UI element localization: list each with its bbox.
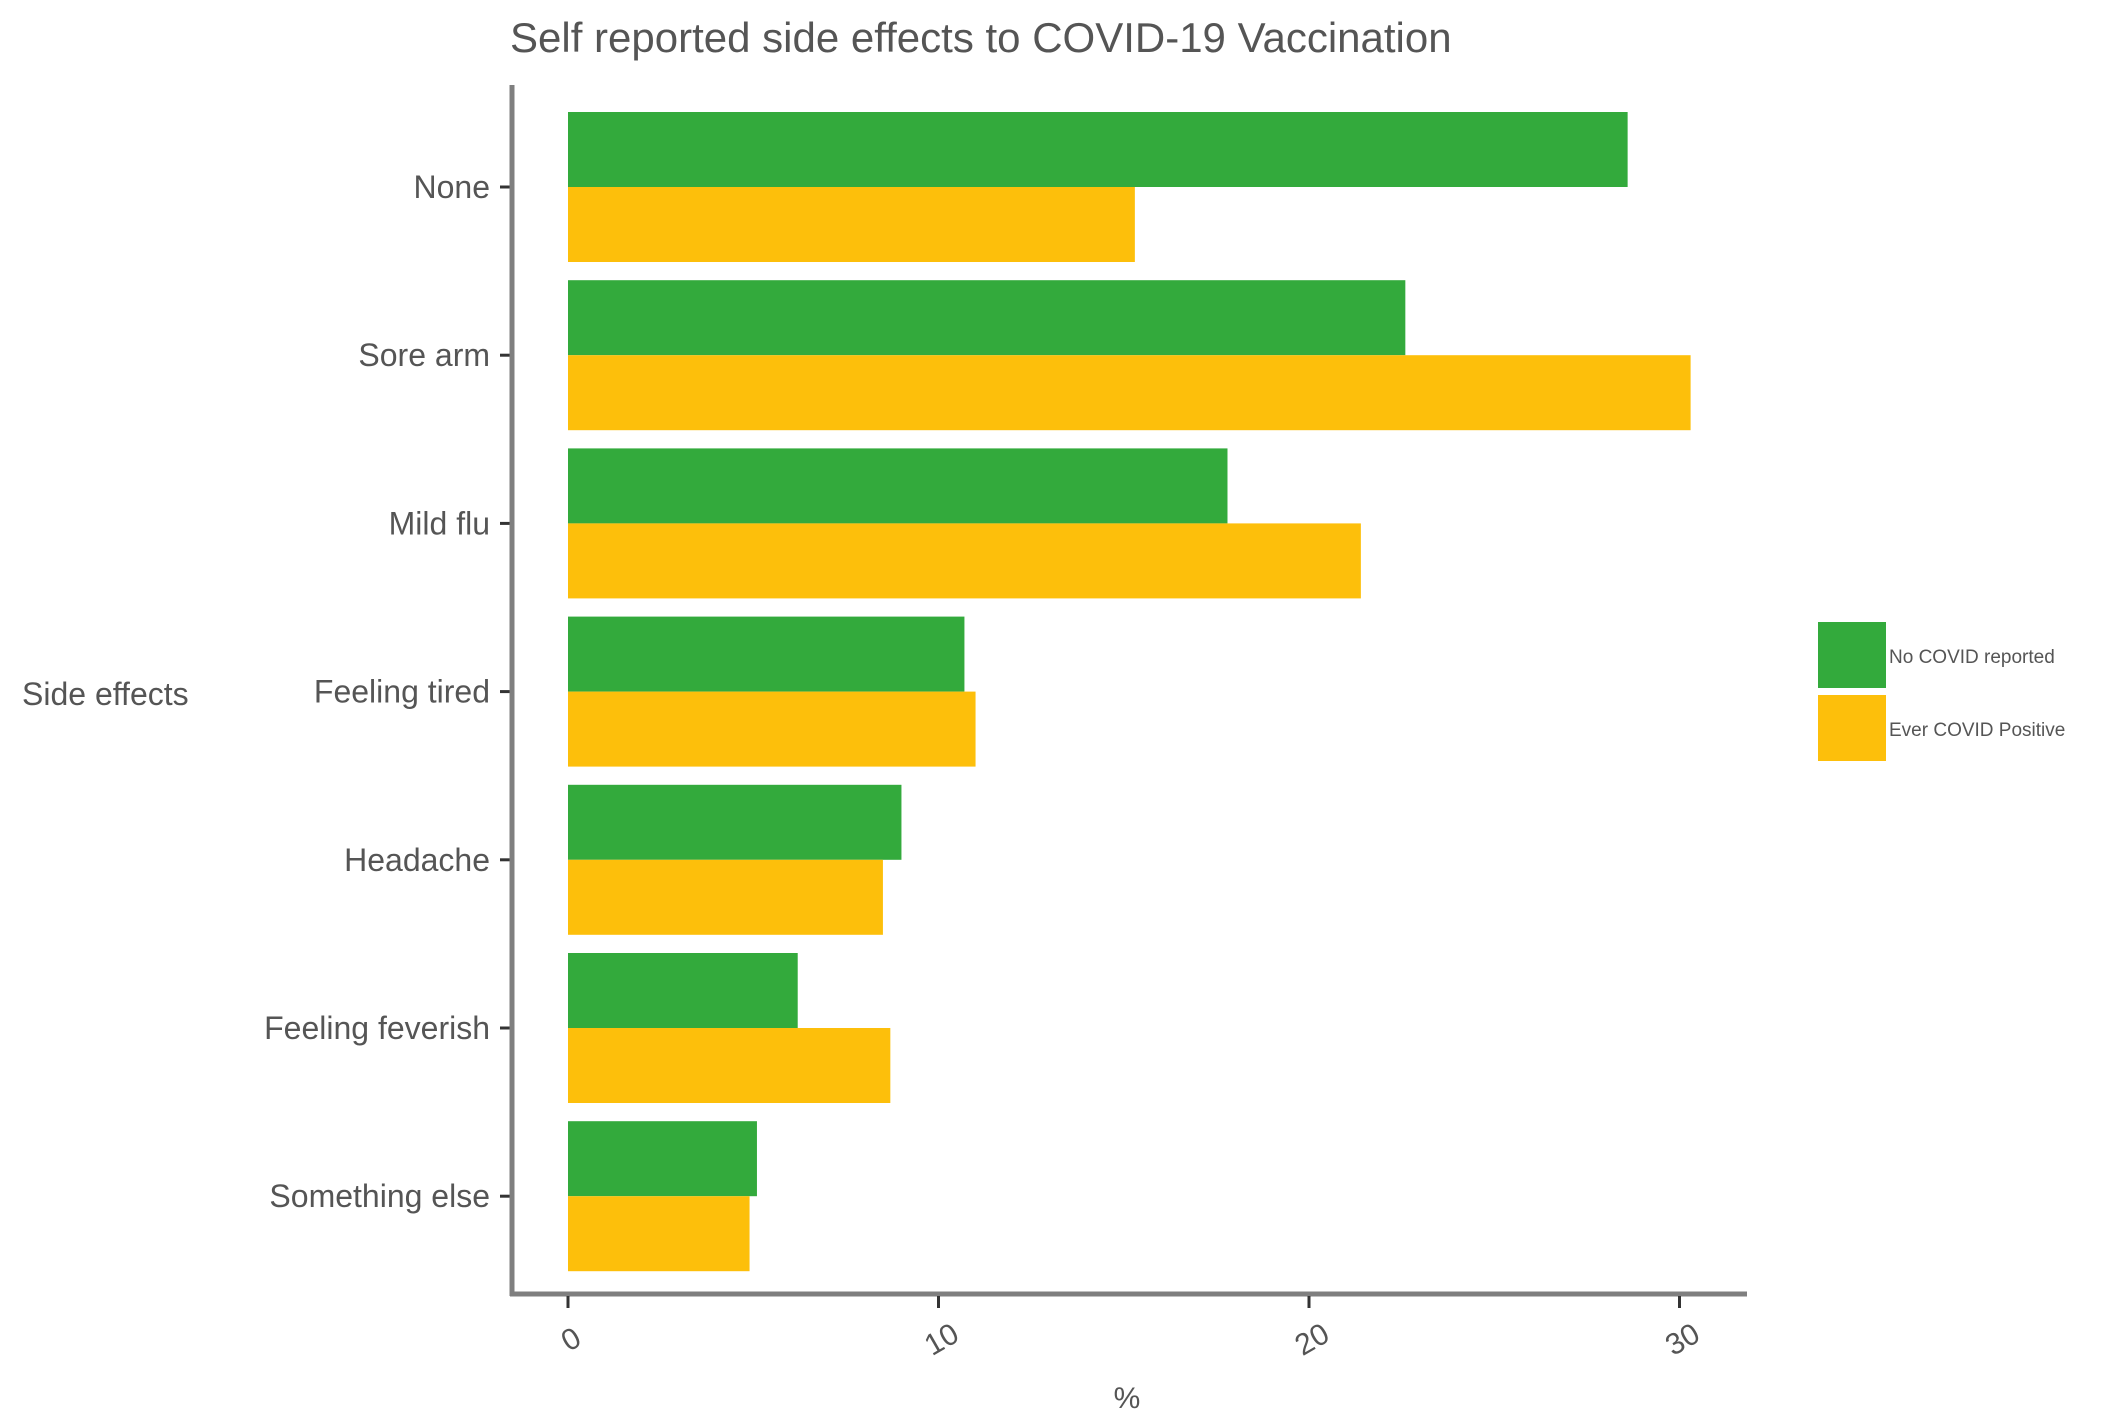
x-tick-label: 0 bbox=[556, 1321, 587, 1358]
bar-ever-covid-mild-flu bbox=[568, 523, 1361, 599]
x-axis: 0 10 20 30 bbox=[510, 1291, 1747, 1362]
y-tick-label: Feeling feverish bbox=[264, 1010, 490, 1046]
y-tick-label: Mild flu bbox=[389, 505, 490, 541]
bar-no-covid-something-else bbox=[568, 1121, 757, 1197]
bar-ever-covid-none bbox=[568, 187, 1135, 262]
x-tick-label: 30 bbox=[1660, 1317, 1705, 1362]
legend: No COVID reported Ever COVID Positive bbox=[1818, 622, 2065, 761]
bar-no-covid-feeling-tired bbox=[568, 616, 965, 692]
bar-ever-covid-sore-arm bbox=[568, 355, 1691, 431]
x-tick-label: 20 bbox=[1290, 1317, 1335, 1362]
y-tick-label: Feeling tired bbox=[314, 674, 490, 710]
y-axis-title: Side effects bbox=[22, 676, 189, 712]
legend-swatch bbox=[1818, 695, 1886, 761]
bar-ever-covid-something-else bbox=[568, 1196, 750, 1272]
bar-ever-covid-headache bbox=[568, 859, 883, 935]
bars-group bbox=[568, 112, 1691, 1272]
y-tick-label: Headache bbox=[344, 842, 490, 878]
legend-label: No COVID reported bbox=[1889, 647, 2055, 668]
legend-label: Ever COVID Positive bbox=[1889, 720, 2065, 741]
bar-no-covid-feeling-feverish bbox=[568, 953, 798, 1028]
bar-no-covid-mild-flu bbox=[568, 448, 1228, 524]
bar-no-covid-sore-arm bbox=[568, 280, 1406, 356]
bar-no-covid-none bbox=[568, 112, 1628, 187]
y-tick-label: None bbox=[414, 169, 491, 205]
bar-no-covid-headache bbox=[568, 784, 902, 860]
x-axis-title: % bbox=[1114, 1382, 1141, 1415]
x-tick-label: 10 bbox=[919, 1317, 964, 1362]
chart-title: Self reported side effects to COVID-19 V… bbox=[510, 14, 1452, 61]
bar-ever-covid-feeling-tired bbox=[568, 691, 976, 767]
y-axis: None Sore arm Mild flu Feeling tired Headach… bbox=[264, 85, 515, 1296]
y-tick-label: Sore arm bbox=[358, 337, 490, 373]
legend-swatch bbox=[1818, 622, 1886, 688]
y-tick-label: Something else bbox=[269, 1178, 490, 1214]
bar-ever-covid-feeling-feverish bbox=[568, 1028, 891, 1103]
